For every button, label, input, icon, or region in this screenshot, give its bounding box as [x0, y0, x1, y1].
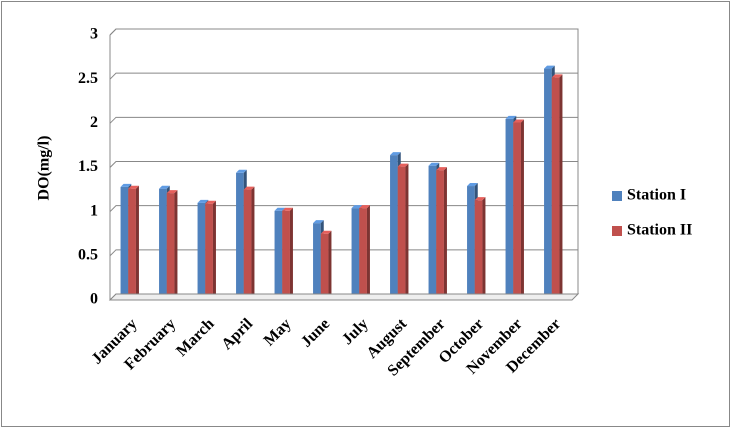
- bar-face: [428, 162, 440, 166]
- bar: [166, 190, 178, 300]
- y-tick-label: 3: [90, 26, 98, 43]
- bar-face: [474, 200, 483, 300]
- legend-swatch: [612, 191, 622, 201]
- bar-face: [197, 199, 209, 203]
- grid-line: [109, 116, 578, 124]
- bar-face: [390, 155, 398, 300]
- floor: [108, 293, 580, 301]
- y-tick-label: 1: [90, 202, 98, 219]
- bar-face: [166, 193, 175, 300]
- bar-face: [313, 223, 321, 300]
- bar: [397, 163, 409, 300]
- bar-face: [397, 166, 406, 300]
- bar-face: [467, 183, 478, 187]
- bar-face: [159, 185, 170, 189]
- bar-face: [359, 205, 370, 209]
- bar-face: [544, 65, 555, 69]
- bar-face: [128, 188, 136, 300]
- y-tick-label: 0: [90, 291, 98, 308]
- bar-face: [274, 210, 283, 300]
- bar-face: [467, 186, 475, 300]
- grid-line: [109, 249, 578, 257]
- bar-face: [174, 190, 178, 300]
- bar: [359, 205, 370, 300]
- bar-face: [166, 190, 178, 194]
- bar: [513, 119, 524, 300]
- bar-face: [243, 189, 252, 300]
- legend-swatch: [612, 226, 622, 236]
- bar-face: [282, 210, 290, 300]
- bar-face: [359, 208, 367, 300]
- bar-face: [274, 207, 286, 211]
- grid-line: [109, 72, 578, 80]
- bar-face: [505, 115, 517, 119]
- grid-line: [109, 28, 578, 36]
- bar-face: [205, 203, 213, 300]
- bar-face: [351, 205, 363, 209]
- bar-face: [128, 185, 139, 189]
- bar-face: [505, 118, 514, 301]
- bar-face: [544, 68, 552, 300]
- legend-label: Station II: [627, 222, 692, 239]
- grid-line: [109, 205, 578, 213]
- bar: [282, 207, 293, 300]
- y-tick-label: 0.5: [78, 247, 98, 264]
- bar: [551, 74, 563, 301]
- bar-face: [397, 163, 409, 167]
- y-tick-label: 1.5: [78, 158, 98, 175]
- bar-face: [212, 200, 216, 300]
- bar-face: [251, 186, 255, 300]
- bar-face: [551, 77, 560, 301]
- bar-face: [236, 169, 247, 173]
- bar-face: [405, 163, 409, 300]
- y-tick-label: 2.5: [78, 70, 98, 87]
- bar: [320, 230, 332, 300]
- bar-face: [551, 74, 563, 78]
- bar-face: [328, 230, 332, 300]
- bar: [128, 185, 139, 300]
- bar-face: [320, 230, 332, 234]
- bar-face: [236, 172, 244, 300]
- bar-face: [513, 122, 521, 300]
- bar-face: [482, 197, 486, 300]
- bar-face: [428, 165, 437, 300]
- bar-face: [159, 188, 167, 300]
- bar-face: [513, 119, 524, 123]
- bar: [243, 186, 255, 300]
- y-tick-label: 2: [90, 114, 98, 131]
- grid-line: [109, 161, 578, 168]
- bar-face: [197, 202, 206, 300]
- bar-face: [289, 207, 293, 300]
- bar-face: [205, 200, 216, 204]
- bar-face: [474, 197, 486, 201]
- bar-face: [443, 167, 447, 300]
- bar-face: [366, 205, 370, 300]
- bar-face: [120, 183, 132, 187]
- bar-face: [436, 170, 444, 300]
- bar-face: [135, 185, 139, 300]
- bar-face: [351, 208, 360, 300]
- bar: [436, 167, 447, 300]
- bar: [205, 200, 216, 300]
- bar-face: [320, 233, 329, 300]
- bar-face: [282, 207, 293, 211]
- bar-face: [436, 167, 447, 171]
- bar-face: [559, 74, 563, 301]
- bar-face: [120, 186, 129, 300]
- bar-face: [390, 152, 401, 156]
- bar: [474, 197, 486, 300]
- legend-label: Station I: [627, 187, 686, 204]
- y-axis-label: DO(mg/l): [36, 136, 53, 201]
- bar-face: [520, 119, 524, 300]
- bar-face: [313, 220, 324, 224]
- bar-face: [243, 186, 255, 190]
